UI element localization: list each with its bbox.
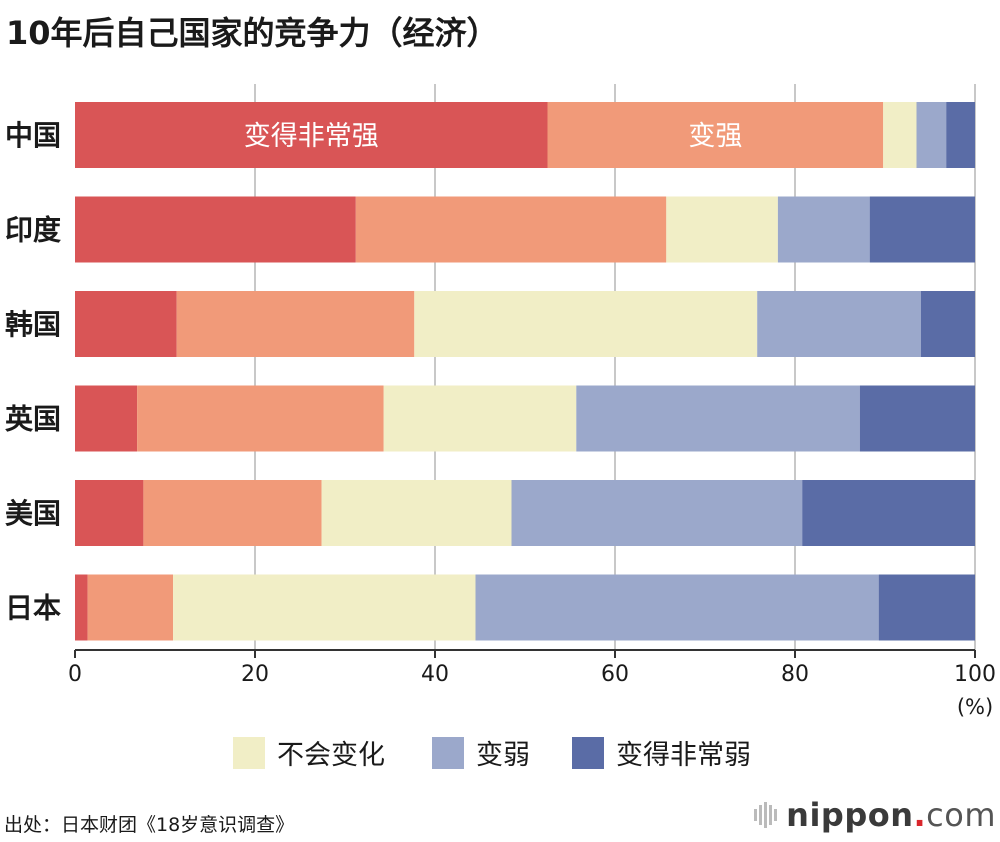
x-tick-label: 60 — [601, 662, 629, 687]
bar-6-series-4 — [475, 574, 879, 641]
bar-5-series-1 — [75, 480, 144, 546]
nippon-logo-icon — [754, 802, 778, 828]
logo-text: nippon.com — [786, 796, 996, 834]
chart-title: 10年后自己国家的竞争力（经济） — [6, 14, 499, 52]
bar-1-series-3 — [883, 102, 917, 168]
logo-main: nippon — [786, 796, 914, 834]
bar-3-series-2 — [176, 291, 415, 357]
legend-swatch-weaker — [432, 736, 464, 769]
bar-1-series-5 — [946, 102, 975, 168]
bar-1-series-4 — [916, 102, 947, 168]
legend: 不会变化 变弱 变得非常弱 — [0, 733, 1000, 773]
bar-1-series-1 — [75, 102, 548, 168]
bar-6-series-1 — [75, 574, 88, 641]
bar-2-series-5 — [869, 196, 975, 263]
category-label: 韩国 — [5, 308, 61, 341]
bar-3-series-4 — [757, 291, 921, 357]
bar-2-series-1 — [75, 196, 356, 263]
category-label: 印度 — [5, 214, 61, 247]
legend-swatch-no-change — [233, 736, 265, 769]
bar-4-series-3 — [383, 385, 577, 452]
x-tick-label: 40 — [421, 662, 449, 687]
category-label: 日本 — [5, 592, 61, 625]
legend-label-much-weaker: 变得非常弱 — [616, 740, 751, 771]
bar-6-series-3 — [173, 574, 476, 641]
logo-dot: . — [913, 796, 927, 834]
x-tick-label: 0 — [68, 662, 82, 687]
bar-5-series-2 — [143, 480, 322, 546]
bar-4-series-4 — [576, 385, 860, 452]
bar-2-series-2 — [355, 196, 667, 263]
bar-5-series-3 — [321, 480, 512, 546]
bar-5-series-4 — [511, 480, 803, 546]
bar-4-series-1 — [75, 385, 138, 452]
x-unit-label: (%) — [957, 695, 993, 719]
bar-2-series-3 — [666, 196, 778, 263]
data-label: 变强 — [688, 121, 742, 152]
bar-6-series-5 — [878, 574, 975, 641]
bar-4-series-5 — [859, 385, 975, 452]
legend-label-no-change: 不会变化 — [277, 740, 385, 771]
bar-3-series-3 — [414, 291, 758, 357]
legend-item-no-change: 不会变化 — [233, 733, 385, 772]
legend-label-weaker: 变弱 — [476, 740, 530, 771]
bar-5-series-5 — [802, 480, 975, 546]
bar-1-series-2 — [547, 102, 884, 168]
x-tick-label: 80 — [781, 662, 809, 687]
category-label: 中国 — [5, 119, 61, 152]
x-tick-label: 20 — [241, 662, 269, 687]
category-label: 美国 — [5, 497, 61, 530]
bar-3-series-5 — [921, 291, 975, 357]
legend-swatch-much-weaker — [572, 736, 604, 769]
category-label: 英国 — [5, 403, 61, 436]
x-tick-label: 100 — [954, 662, 996, 687]
bar-3-series-1 — [75, 291, 177, 357]
legend-item-much-weaker: 变得非常弱 — [572, 733, 751, 772]
legend-item-weaker: 变弱 — [432, 733, 530, 772]
bar-2-series-4 — [777, 196, 870, 263]
nippon-logo[interactable]: nippon.com — [752, 796, 996, 834]
data-label: 变得非常强 — [244, 121, 379, 152]
bar-6-series-2 — [87, 574, 174, 641]
bar-4-series-2 — [137, 385, 384, 452]
source-note: 出处：日本财团《18岁意识调查》 — [4, 814, 295, 836]
logo-com: com — [926, 796, 996, 834]
